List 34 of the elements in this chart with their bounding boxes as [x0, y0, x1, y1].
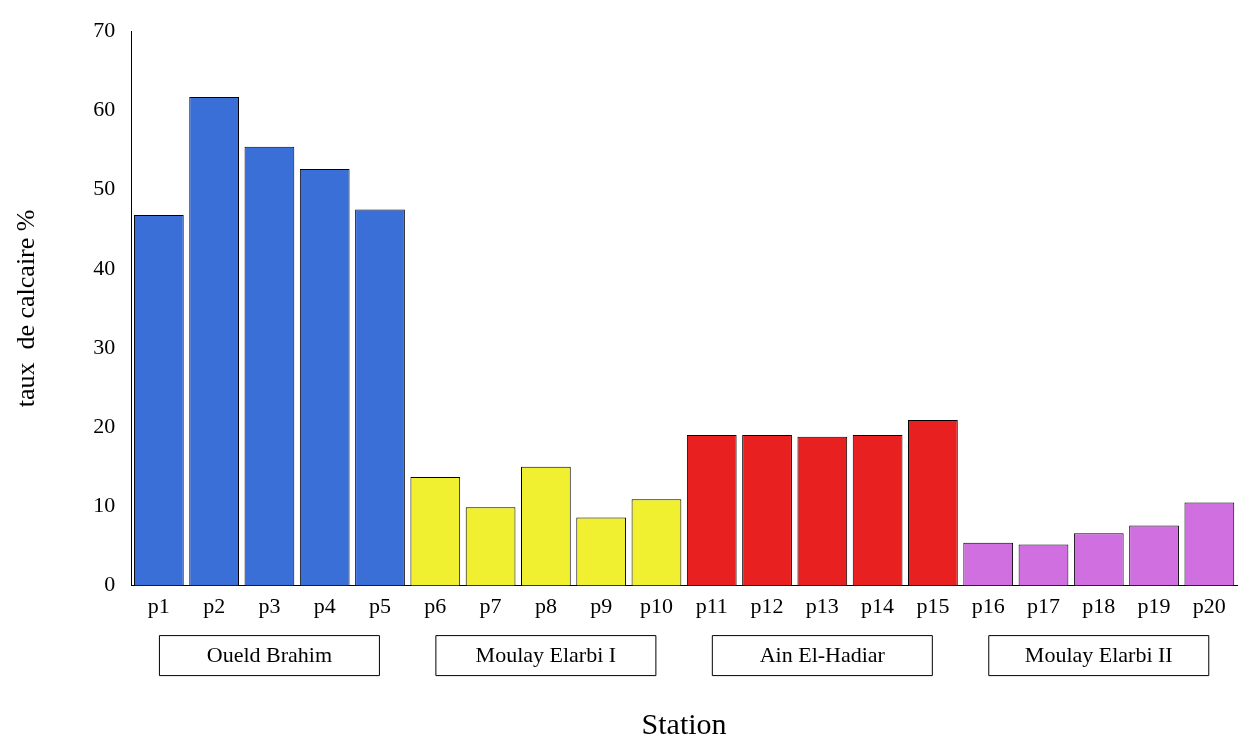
x-tick-label: p11	[695, 592, 728, 618]
x-tick-label: p12	[750, 592, 784, 618]
x-tick-label: p13	[805, 592, 839, 618]
x-tick-label: p2	[203, 592, 226, 618]
x-tick-label: p14	[861, 592, 895, 618]
y-tick-label: 30	[93, 333, 116, 359]
y-tick-label: 0	[104, 571, 116, 597]
x-tick-label: p17	[1026, 592, 1060, 618]
x-tick-label: p9	[590, 592, 613, 618]
y-tick-label: 20	[93, 412, 116, 438]
x-tick-label: p4	[313, 592, 336, 618]
text: Moulay Elarbi II	[1024, 642, 1173, 668]
x-tick-label: p10	[639, 592, 673, 618]
y-tick-label: 40	[93, 254, 116, 280]
x-tick-label: p5	[369, 592, 392, 618]
x-tick-label: p19	[1137, 592, 1171, 618]
y-tick-label: 10	[93, 492, 116, 518]
x-tick-label: p7	[479, 592, 502, 618]
y-tick-label: 70	[93, 16, 116, 42]
x-tick-label: p1	[147, 592, 170, 618]
y-axis-title: taux de calcaire %	[11, 209, 41, 408]
x-tick-label: p18	[1082, 592, 1116, 618]
x-tick-label: p15	[916, 592, 950, 618]
y-tick-label: 60	[93, 96, 116, 122]
x-axis-title: Station	[641, 706, 727, 740]
y-tick-label: 50	[93, 175, 116, 201]
text: Moulay Elarbi I	[475, 642, 617, 668]
text: Ain El-Hadiar	[759, 642, 886, 668]
x-tick-label: p3	[258, 592, 281, 618]
x-tick-label: p16	[971, 592, 1005, 618]
text: Oueld Brahim	[206, 642, 333, 668]
x-tick-label: p6	[424, 592, 447, 618]
x-tick-label: p8	[534, 592, 557, 618]
x-tick-label: p20	[1192, 592, 1226, 618]
